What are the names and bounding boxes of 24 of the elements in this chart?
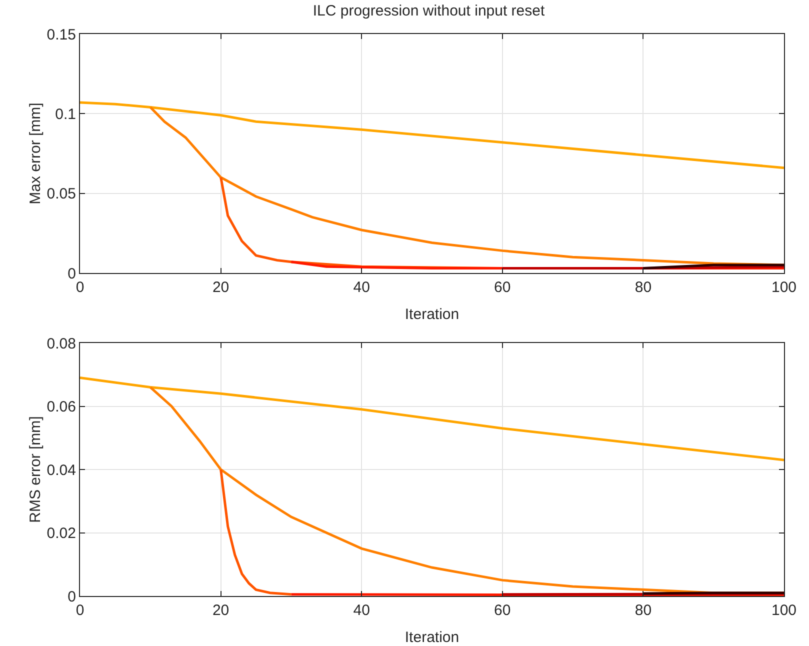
- x-tick-label: 20: [212, 602, 230, 619]
- x-tick-label: 100: [771, 602, 797, 619]
- y-tick-label: 0: [68, 588, 76, 606]
- y-tick-label: 0.05: [46, 186, 76, 203]
- y-axis-title: RMS error [mm]: [27, 416, 44, 523]
- y-tick-label: 0.15: [46, 26, 76, 44]
- y-tick-label: 0.06: [46, 398, 76, 416]
- y-tick-label: 0.1: [55, 106, 76, 123]
- y-axis-title: Max error [mm]: [27, 102, 44, 204]
- x-tick-label: 60: [494, 279, 511, 296]
- x-tick-label: 100: [771, 279, 797, 296]
- y-tick-label: 0.04: [46, 462, 76, 479]
- x-tick-label: 60: [494, 602, 511, 619]
- x-tick-label: 40: [353, 602, 370, 619]
- x-tick-label: 40: [353, 279, 370, 296]
- x-tick-label: 80: [634, 279, 652, 296]
- y-tick-label: 0.02: [46, 525, 76, 542]
- x-axis-title: Iteration: [404, 629, 460, 646]
- chart-title: ILC progression without input reset: [312, 2, 546, 20]
- x-tick-label: 20: [212, 279, 230, 296]
- y-tick-label: 0.08: [46, 335, 76, 352]
- x-axis-title: Iteration: [404, 306, 460, 323]
- x-tick-label: 80: [634, 602, 652, 619]
- y-tick-label: 0: [68, 265, 76, 282]
